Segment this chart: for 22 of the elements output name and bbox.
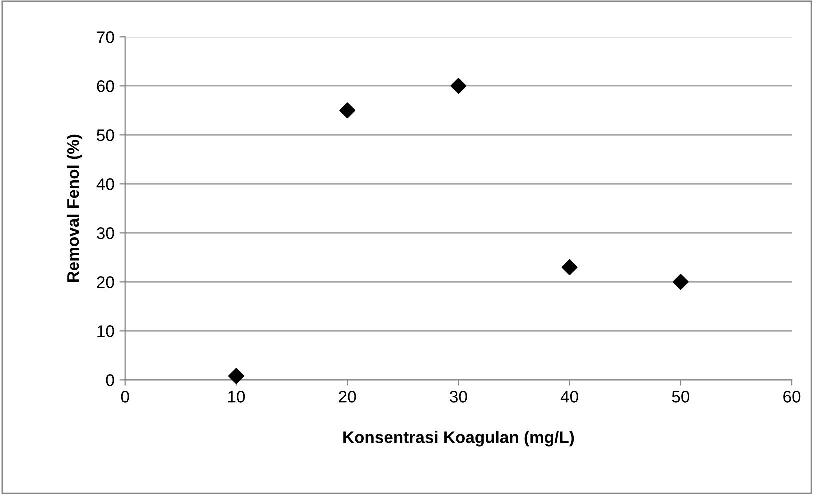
y-tick-label: 70 bbox=[97, 32, 114, 44]
y-tick-label: 60 bbox=[97, 80, 114, 92]
x-tick-label: 50 bbox=[672, 391, 690, 403]
point bbox=[228, 368, 244, 384]
x-tick-label: 30 bbox=[450, 391, 468, 403]
y-tick-label: 30 bbox=[97, 228, 114, 240]
point bbox=[450, 78, 467, 94]
x-tick-label: 20 bbox=[339, 391, 356, 403]
point bbox=[340, 102, 356, 119]
x-tick-label: 40 bbox=[560, 391, 578, 403]
point bbox=[562, 259, 578, 276]
point bbox=[672, 274, 689, 290]
y-axis-title: Removal Fenol (%) bbox=[66, 134, 83, 282]
y-tick-label: 10 bbox=[98, 326, 114, 338]
y-tick-label: 20 bbox=[97, 276, 114, 288]
y-tick-label: 50 bbox=[97, 130, 114, 142]
y-tick-label: 40 bbox=[96, 178, 114, 190]
y-tick-label: 0 bbox=[106, 374, 114, 386]
x-tick-label: 60 bbox=[784, 391, 801, 403]
x-tick-label: 0 bbox=[121, 391, 130, 403]
x-tick-label: 10 bbox=[228, 391, 246, 403]
x-axis-title: Konsentrasi Koagulan (mg/L) bbox=[344, 431, 574, 447]
